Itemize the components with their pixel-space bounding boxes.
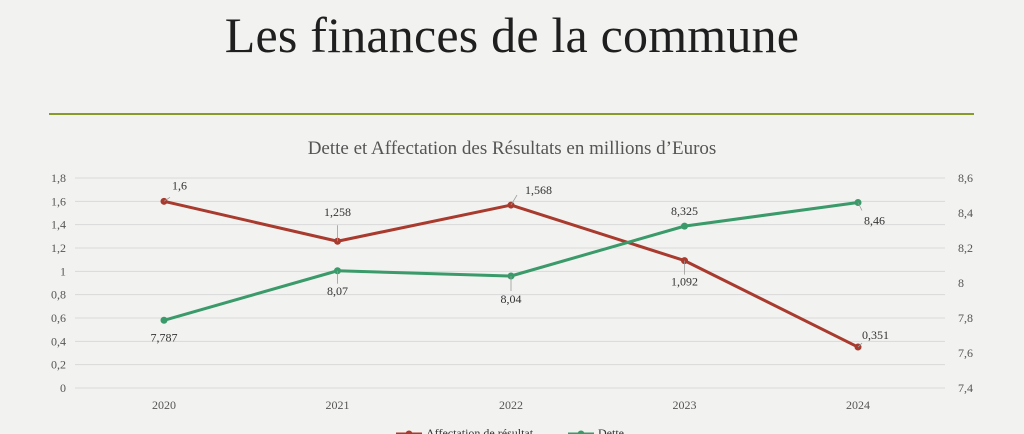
label-leader <box>510 194 518 206</box>
label-leader <box>857 342 863 348</box>
x-axis-tick: 2022 <box>499 398 523 412</box>
data-label: 7,787 <box>151 330 178 344</box>
right-axis-tick: 8 <box>958 276 964 290</box>
grid-lines <box>75 177 945 389</box>
label-leader <box>163 197 171 202</box>
title-divider <box>49 113 974 115</box>
series-layer: 1,6 1,258 1,568 1,092 0,351 7,787 8,07 8,04 8,32… <box>151 178 889 351</box>
left-axis-tick: 0,6 <box>51 311 66 325</box>
data-label: 1,258 <box>324 205 351 219</box>
legend-marker <box>405 430 413 434</box>
left-axis-tick: 1,6 <box>51 194 66 208</box>
data-label: 8,46 <box>864 214 885 228</box>
right-axis-tick: 7,8 <box>958 311 973 325</box>
left-axis-tick: 0,2 <box>51 358 66 372</box>
left-axis-tick: 0,8 <box>51 288 66 302</box>
x-axis-tick: 2023 <box>673 398 697 412</box>
legend-label: Dette <box>598 426 624 434</box>
chart-title: Dette et Affectation des Résultats en mi… <box>307 138 717 159</box>
right-axis: 7,4 7,6 7,8 8 8,2 8,4 8,6 <box>958 171 973 395</box>
x-axis-tick: 2020 <box>152 398 176 412</box>
data-point <box>681 222 688 230</box>
x-axis-tick: 2021 <box>326 398 350 412</box>
legend: Affectation de résultat Dette <box>396 426 624 434</box>
data-label: 8,325 <box>671 204 698 218</box>
legend-label: Affectation de résultat <box>426 426 534 434</box>
legend-marker <box>577 430 585 434</box>
right-axis-tick: 8,6 <box>958 171 973 185</box>
data-label: 1,6 <box>172 178 187 192</box>
slide-title: Les finances de la commune <box>224 7 800 63</box>
right-axis-tick: 7,6 <box>958 346 973 360</box>
right-axis-tick: 8,4 <box>958 206 973 220</box>
right-axis-tick: 7,4 <box>958 381 973 395</box>
data-label: 8,04 <box>501 292 522 306</box>
x-axis-tick: 2024 <box>846 398 870 412</box>
left-axis-tick: 0,4 <box>51 334 66 348</box>
data-point <box>160 316 168 324</box>
left-axis-tick: 1,8 <box>51 171 66 185</box>
data-label: 0,351 <box>862 328 889 342</box>
right-axis-tick: 8,2 <box>958 241 973 255</box>
left-axis-tick: 1,2 <box>51 241 66 255</box>
data-label: 1,092 <box>671 275 698 289</box>
data-label: 8,07 <box>327 284 348 298</box>
x-axis: 2020 2021 2022 2023 2024 <box>152 398 870 412</box>
left-axis-tick: 1 <box>60 264 66 278</box>
data-label: 1,568 <box>525 183 552 197</box>
left-axis-tick: 1,4 <box>51 218 66 232</box>
label-leader <box>857 202 863 211</box>
left-axis: 0 0,2 0,4 0,6 0,8 1 1,2 1,4 1,6 1,8 <box>51 171 66 395</box>
left-axis-tick: 0 <box>60 381 66 395</box>
